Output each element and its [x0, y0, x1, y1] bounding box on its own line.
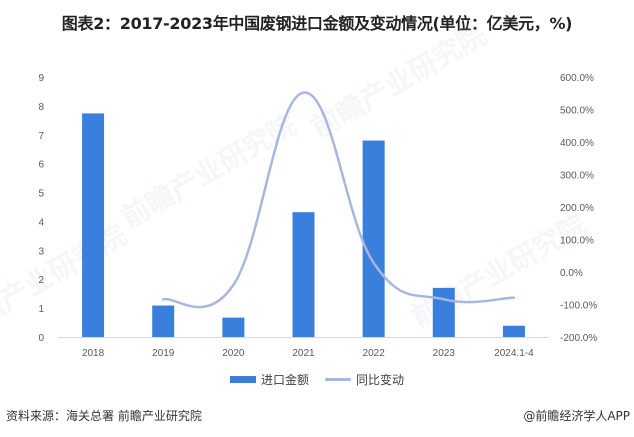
y2-tick-label: 100.0%	[560, 236, 594, 247]
y-tick-label: 3	[38, 246, 44, 257]
left-axis-ticks: 0 1 2 3 4 5 6 7 8 9	[38, 73, 44, 344]
legend: 进口金额 同比变动	[0, 371, 634, 388]
footer: 资料来源：海关总署 前瞻产业研究院 @前瞻经济学人APP	[6, 407, 630, 424]
x-tick-label: 2024.1-4	[494, 348, 534, 359]
bar	[222, 317, 245, 337]
source-note: 资料来源：海关总署 前瞻产业研究院	[6, 409, 202, 423]
bar-swatch-icon	[229, 376, 256, 383]
y-tick-label: 2	[38, 275, 44, 286]
y2-tick-label: 500.0%	[560, 106, 594, 117]
x-tick-label: 2020	[222, 348, 245, 359]
credit: @前瞻经济学人APP	[523, 409, 630, 423]
line-series	[161, 91, 516, 309]
y-tick-label: 6	[38, 160, 44, 171]
legend-item-line: 同比变动	[325, 371, 404, 388]
legend-line-label: 同比变动	[356, 373, 405, 387]
y2-tick-label: 400.0%	[560, 138, 594, 149]
combo-chart: 0 1 2 3 4 5 6 7 8 9 -200.0% -100.0% 0.0% 100.0% 200.0…	[38, 73, 597, 359]
y-tick-label: 5	[38, 189, 44, 200]
y2-tick-label: 300.0%	[560, 171, 594, 182]
y-tick-label: 8	[38, 102, 44, 113]
line-swatch-icon	[325, 378, 351, 381]
bar	[292, 212, 315, 337]
y-tick-label: 7	[38, 131, 44, 142]
x-tick-label: 2023	[433, 348, 456, 359]
y2-tick-label: 0.0%	[560, 268, 583, 279]
legend-bar-label: 进口金额	[260, 373, 309, 387]
y2-tick-label: 200.0%	[560, 203, 594, 214]
bar	[502, 325, 525, 337]
y2-tick-label: -200.0%	[560, 333, 597, 344]
bar	[82, 113, 105, 338]
y-tick-label: 1	[38, 304, 44, 315]
right-axis-ticks: -200.0% -100.0% 0.0% 100.0% 200.0% 300.0% 400.…	[560, 73, 597, 344]
y2-tick-label: 600.0%	[560, 73, 594, 84]
x-axis-labels: 2018 2019 2020 2021 2022 2023 2024.1-4	[82, 348, 534, 359]
y-tick-label: 9	[38, 73, 44, 84]
x-tick-label: 2019	[152, 348, 175, 359]
x-tick-label: 2018	[82, 348, 105, 359]
chart-title: 图表2：2017-2023年中国废钢进口金额及变动情况(单位：亿美元，%)	[61, 14, 573, 33]
y-tick-label: 0	[38, 333, 44, 344]
bar	[432, 287, 455, 337]
x-tick-label: 2022	[363, 348, 386, 359]
bar	[362, 140, 385, 337]
bar-series	[82, 113, 525, 338]
legend-item-bar: 进口金额	[229, 371, 309, 388]
x-tick-label: 2021	[292, 348, 315, 359]
y2-tick-label: -100.0%	[560, 301, 597, 312]
bar	[152, 305, 175, 337]
y-tick-label: 4	[38, 217, 44, 228]
